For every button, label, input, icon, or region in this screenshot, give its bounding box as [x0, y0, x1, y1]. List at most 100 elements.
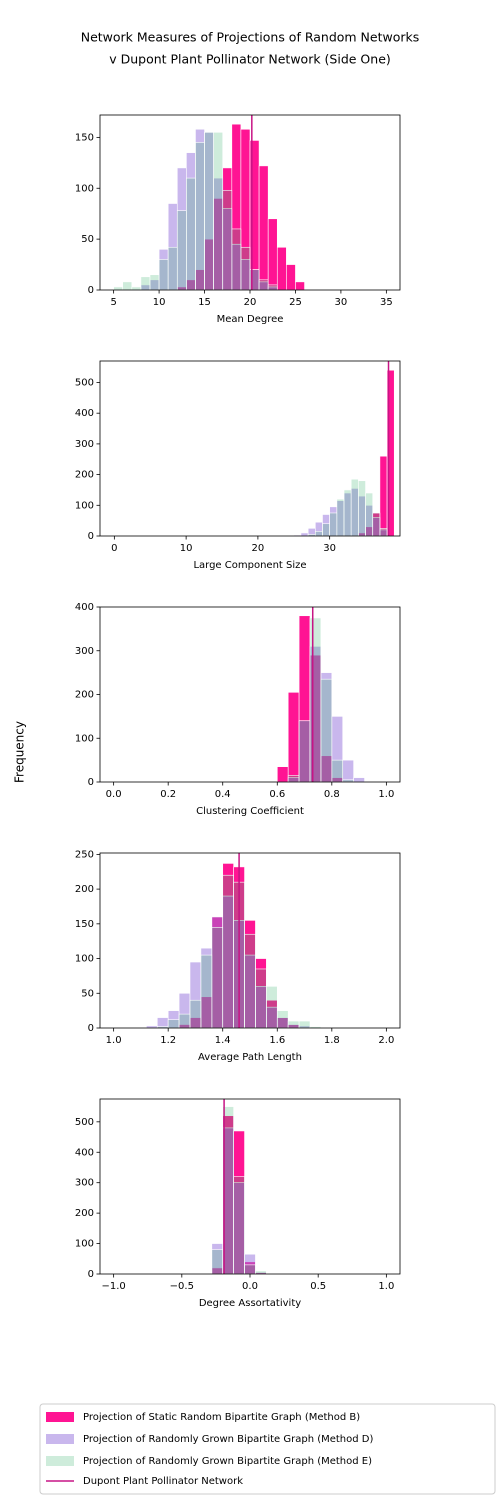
y-tick-label: 200: [75, 470, 94, 481]
histogram-bar: [298, 720, 311, 783]
histogram-bar: [320, 678, 333, 783]
x-tick-label: 1.6: [269, 1035, 285, 1046]
x-tick-label: 10: [180, 543, 193, 554]
x-tick-label: 0.6: [269, 789, 285, 800]
axes-frame: [99, 1098, 401, 1275]
y-tick-label: 300: [75, 1178, 94, 1189]
histogram-bar: [267, 218, 278, 291]
x-axis-label: Degree Assortativity: [199, 1298, 301, 1309]
legend-label: Projection of Randomly Grown Bipartite G…: [83, 1434, 373, 1445]
x-tick-label: 5: [110, 297, 116, 308]
x-tick-label: 30: [323, 543, 336, 554]
histogram-bar: [266, 986, 278, 1029]
histogram-bar: [244, 1264, 256, 1275]
histogram-bar: [186, 177, 196, 291]
histogram-bar: [200, 954, 213, 1029]
histogram-bar: [276, 766, 289, 783]
x-tick-label: 25: [289, 297, 302, 308]
histogram-bar: [167, 1019, 180, 1029]
x-tick-label: 0.0: [106, 789, 122, 800]
y-tick-label: 0: [88, 1269, 94, 1280]
y-tick-label: 150: [75, 132, 94, 143]
y-tick-label: 0: [88, 1023, 94, 1034]
y-tick-label: 0: [88, 777, 94, 788]
histogram-bar: [353, 777, 365, 783]
legend-label: Dupont Plant Pollinator Network: [83, 1476, 243, 1487]
y-tick-label: 100: [75, 500, 94, 511]
histogram-bar: [298, 1020, 311, 1029]
y-tick-label: 500: [75, 1117, 94, 1128]
y-tick-label: 400: [75, 408, 94, 419]
x-tick-label: 0.8: [324, 789, 340, 800]
histogram-bar: [258, 165, 269, 291]
y-axis-label: Frequency: [13, 721, 27, 783]
y-tick-label: 200: [75, 1208, 94, 1219]
histogram-bar: [244, 933, 256, 1029]
x-tick-label: 1.0: [378, 789, 394, 800]
histogram-bar: [131, 286, 142, 291]
legend-swatch: [46, 1412, 74, 1422]
histogram-bar: [204, 131, 214, 291]
legend-label: Projection of Static Random Bipartite Gr…: [83, 1412, 360, 1423]
histogram-bar: [211, 927, 224, 1029]
histogram-bar: [189, 999, 202, 1029]
histogram-bar: [358, 480, 366, 537]
histogram-bar: [365, 492, 374, 537]
histogram-bar: [213, 131, 224, 291]
x-tick-label: 1.4: [215, 1035, 231, 1046]
x-tick-label: 30: [335, 297, 348, 308]
histogram-bar: [176, 210, 187, 291]
y-tick-label: 400: [75, 602, 94, 613]
legend-box: [39, 1403, 496, 1495]
axes-frame: [99, 360, 401, 537]
histogram-bar: [255, 968, 267, 1029]
x-tick-label: 1.2: [160, 1035, 176, 1046]
histogram-bar: [222, 874, 234, 1029]
x-tick-label: 20: [252, 543, 265, 554]
y-tick-label: 300: [75, 646, 94, 657]
x-tick-label: 0.4: [215, 789, 231, 800]
x-tick-label: 0.2: [160, 789, 176, 800]
x-tick-label: 10: [153, 297, 166, 308]
histogram-bar: [372, 512, 381, 537]
x-axis-label: Clustering Coefficient: [196, 806, 304, 817]
histogram-bar: [255, 1270, 267, 1275]
histogram-bar: [329, 512, 338, 537]
y-tick-label: 50: [81, 234, 94, 245]
y-tick-label: 500: [75, 377, 94, 388]
histogram-bar: [149, 274, 160, 291]
axes-frame: [99, 852, 401, 1029]
x-tick-label: 1.0: [106, 1035, 122, 1046]
histogram-bar: [276, 246, 287, 291]
y-tick-label: 100: [75, 1239, 94, 1250]
y-tick-label: 0: [88, 285, 94, 296]
histogram-bar: [379, 455, 388, 537]
x-tick-label: 0.0: [242, 1281, 258, 1292]
x-tick-label: 0.5: [310, 1281, 326, 1292]
histogram-bar: [231, 228, 242, 291]
histogram-bar: [287, 775, 300, 783]
y-tick-label: 200: [75, 884, 94, 895]
legend-label: Projection of Randomly Grown Bipartite G…: [83, 1456, 372, 1467]
y-tick-label: 150: [75, 919, 94, 930]
x-tick-label: 1.0: [378, 1281, 394, 1292]
histogram-bar: [379, 528, 388, 537]
legend-swatch: [46, 1456, 74, 1466]
histogram-bar: [178, 1013, 191, 1029]
histogram-bar: [233, 1176, 245, 1275]
x-axis-label: Mean Degree: [217, 314, 284, 325]
x-tick-label: 15: [198, 297, 211, 308]
y-tick-label: 250: [75, 849, 94, 860]
x-tick-label: 0: [111, 543, 117, 554]
histogram-bar: [331, 759, 344, 783]
histogram-bar: [113, 286, 124, 291]
figure-title: v Dupont Plant Pollinator Network (Side …: [109, 52, 391, 67]
histogram-bar: [343, 489, 352, 537]
histogram-bar: [286, 264, 296, 291]
histogram-bar: [167, 246, 178, 291]
y-tick-label: 100: [75, 183, 94, 194]
y-tick-label: 50: [81, 988, 94, 999]
x-axis-label: Large Component Size: [193, 560, 306, 571]
y-tick-label: 300: [75, 439, 94, 450]
x-tick-label: −0.5: [170, 1281, 194, 1292]
